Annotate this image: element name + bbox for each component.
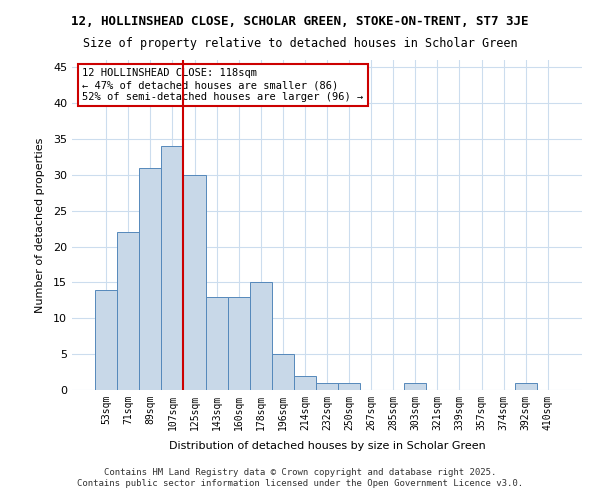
Bar xyxy=(515,383,537,390)
Bar xyxy=(117,232,139,390)
Bar xyxy=(184,175,206,390)
Text: Size of property relative to detached houses in Scholar Green: Size of property relative to detached ho… xyxy=(83,38,517,51)
Y-axis label: Number of detached properties: Number of detached properties xyxy=(35,138,44,312)
Bar xyxy=(404,383,427,390)
Bar xyxy=(338,383,360,390)
Text: 12 HOLLINSHEAD CLOSE: 118sqm
← 47% of detached houses are smaller (86)
52% of se: 12 HOLLINSHEAD CLOSE: 118sqm ← 47% of de… xyxy=(82,68,364,102)
Text: Contains HM Land Registry data © Crown copyright and database right 2025.
Contai: Contains HM Land Registry data © Crown c… xyxy=(77,468,523,487)
Bar xyxy=(294,376,316,390)
Bar xyxy=(161,146,184,390)
Bar xyxy=(95,290,117,390)
Bar xyxy=(316,383,338,390)
Bar xyxy=(272,354,294,390)
Bar xyxy=(206,296,227,390)
Bar xyxy=(227,296,250,390)
Text: 12, HOLLINSHEAD CLOSE, SCHOLAR GREEN, STOKE-ON-TRENT, ST7 3JE: 12, HOLLINSHEAD CLOSE, SCHOLAR GREEN, ST… xyxy=(71,15,529,28)
Bar xyxy=(139,168,161,390)
X-axis label: Distribution of detached houses by size in Scholar Green: Distribution of detached houses by size … xyxy=(169,441,485,451)
Bar xyxy=(250,282,272,390)
